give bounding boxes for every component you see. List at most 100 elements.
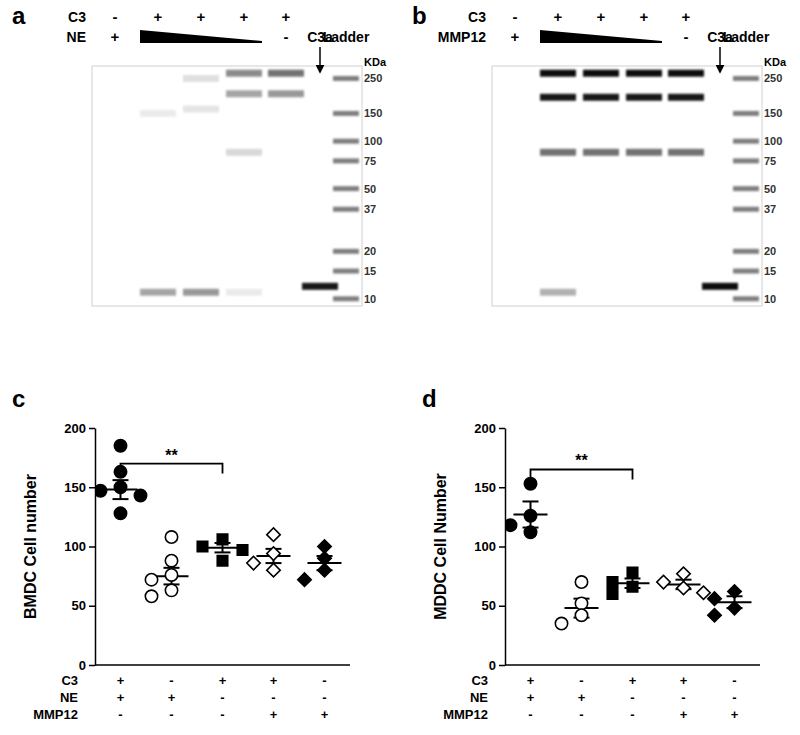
- ladder-label: 75: [764, 155, 776, 167]
- row-mark: -: [113, 8, 118, 25]
- gel-band: [226, 289, 262, 296]
- y-tick: 200: [64, 421, 95, 436]
- data-point: [627, 582, 637, 592]
- ladder-label: 20: [364, 245, 376, 257]
- data-point: [575, 576, 587, 588]
- row-mark: +: [168, 690, 176, 705]
- row-mark: +: [282, 8, 291, 25]
- ladder-band: [733, 269, 759, 274]
- group: [145, 531, 188, 603]
- gel-lanes: [540, 70, 759, 302]
- data-point: [165, 531, 177, 543]
- ladder-band: [333, 296, 359, 301]
- data-point: [524, 526, 536, 538]
- gel-band: [226, 70, 262, 77]
- y-tick-label: 200: [64, 421, 86, 436]
- ladder-label: 150: [364, 107, 382, 119]
- row-mark: +: [680, 707, 688, 722]
- y-tick-mark: [89, 606, 95, 608]
- y-tick-mark: [89, 487, 95, 489]
- row-mark: -: [169, 673, 173, 688]
- ladder-band: [333, 249, 359, 254]
- data-point: [575, 597, 587, 609]
- row-mark: +: [117, 690, 125, 705]
- row-mark: +: [111, 28, 120, 45]
- data-point: [145, 590, 157, 602]
- data-point: [657, 575, 670, 588]
- y-tick-mark: [499, 487, 505, 489]
- plot-area: [505, 478, 752, 630]
- row-mark: -: [118, 707, 122, 722]
- y-tick: 100: [474, 539, 505, 554]
- group: [607, 567, 649, 599]
- gel-band: [583, 70, 619, 77]
- row-name: MMP12: [33, 707, 78, 722]
- group: [247, 528, 291, 577]
- row-mark: -: [630, 690, 634, 705]
- ladder-label: 250: [764, 72, 782, 84]
- data-point: [134, 489, 146, 501]
- ladder-label: 20: [764, 245, 776, 257]
- y-tick-mark: [89, 546, 95, 548]
- figure: aC3-++++NE+-C3aLadderKDa2501501007550372…: [0, 0, 800, 735]
- data-point: [165, 584, 177, 596]
- data-point: [708, 592, 721, 605]
- row-mark: +: [629, 673, 637, 688]
- gel-band: [226, 90, 262, 97]
- sem-cap: [523, 500, 539, 502]
- ladder-band: [333, 139, 359, 144]
- gel-band: [226, 149, 262, 156]
- scatter-panel: c050100150200BMDC Cell numberC3+-++-NE++…: [12, 385, 350, 722]
- ladder-label: 15: [364, 265, 376, 277]
- axis-title: MDDC Cell Number: [432, 473, 449, 620]
- significance-bracket: [121, 464, 223, 474]
- y-tick: 50: [72, 598, 95, 613]
- data-point: [197, 541, 207, 551]
- data-point: [217, 555, 227, 565]
- row-mark: -: [169, 707, 173, 722]
- y-tick-label: 0: [489, 658, 496, 673]
- significance-label: **: [165, 447, 178, 464]
- row-mark: -: [681, 690, 685, 705]
- row-mark: +: [270, 707, 278, 722]
- data-point: [677, 567, 690, 580]
- figure-svg: aC3-++++NE+-C3aLadderKDa2501501007550372…: [0, 0, 800, 735]
- ladder-label: 75: [364, 155, 376, 167]
- lane-title: Ladder: [323, 29, 370, 45]
- gel-band: [668, 94, 704, 101]
- gel-band: [268, 90, 304, 97]
- row-name: NE: [470, 690, 488, 705]
- row-name: C3: [468, 9, 486, 25]
- row-name: C3: [471, 673, 488, 688]
- row-mark: +: [117, 673, 125, 688]
- dose-wedge: [540, 30, 662, 43]
- gel-band: [140, 110, 176, 117]
- row-mark: +: [154, 8, 163, 25]
- ladder-band: [733, 249, 759, 254]
- panel-letter: c: [12, 385, 25, 412]
- ladder-label: 50: [364, 183, 376, 195]
- data-point: [607, 577, 617, 587]
- data-point: [217, 534, 227, 544]
- group: [657, 567, 710, 599]
- y-tick-label: 100: [474, 539, 496, 554]
- gel-band: [626, 149, 662, 156]
- data-point: [145, 574, 157, 586]
- y-tick-label: 50: [72, 598, 86, 613]
- gel-band: [702, 283, 738, 290]
- data-point: [524, 510, 536, 522]
- row-mark: -: [220, 690, 224, 705]
- group: [197, 534, 247, 566]
- gel-band: [183, 106, 219, 113]
- row-mark: +: [597, 8, 606, 25]
- y-tick: 100: [64, 539, 95, 554]
- ladder-label: 15: [764, 265, 776, 277]
- data-point: [114, 481, 126, 493]
- row-mark: +: [731, 707, 739, 722]
- data-point: [627, 567, 637, 577]
- y-tick-label: 150: [474, 480, 496, 495]
- lane-arrow: [719, 47, 721, 72]
- y-tick-mark: [499, 428, 505, 430]
- ladder-band: [733, 139, 759, 144]
- gel-band: [302, 283, 338, 290]
